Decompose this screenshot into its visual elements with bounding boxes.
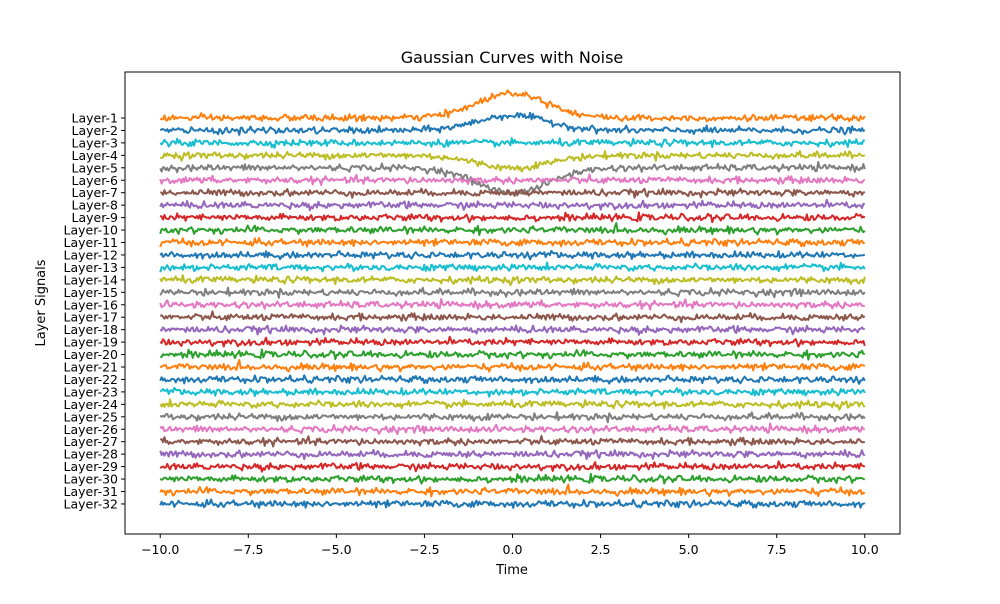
y-tick-label: Layer-3: [71, 135, 118, 150]
x-tick-label: 7.5: [767, 542, 787, 557]
series-line-layer-26: [159, 422, 865, 436]
y-tick-label: Layer-1: [71, 111, 118, 126]
x-axis-label: Time: [495, 563, 528, 578]
y-tick-label: Layer-24: [64, 397, 119, 412]
chart-title: Gaussian Curves with Noise: [401, 48, 624, 67]
series-line-layer-12: [159, 249, 866, 261]
series-line-layer-5: [159, 161, 866, 197]
y-tick-label: Layer-30: [64, 472, 119, 487]
series-line-layer-14: [159, 274, 866, 287]
y-tick-label: Layer-8: [71, 198, 118, 213]
y-tick-label: Layer-20: [64, 347, 119, 362]
x-tick-label: 10.0: [851, 542, 879, 557]
y-tick-label: Layer-15: [64, 285, 118, 300]
x-tick-label: −2.5: [409, 542, 439, 557]
series-line-layer-1: [159, 89, 866, 123]
series-line-layer-9: [159, 211, 866, 224]
y-tick-label: Layer-31: [64, 484, 118, 499]
y-tick-label: Layer-12: [64, 247, 118, 262]
y-tick-label: Layer-23: [64, 384, 118, 399]
y-tick-label: Layer-32: [64, 496, 118, 511]
series-line-layer-17: [159, 310, 866, 324]
series-line-layer-29: [159, 460, 866, 473]
series-line-layer-13: [159, 261, 866, 273]
y-tick-label: Layer-18: [64, 322, 119, 337]
y-tick-label: Layer-11: [64, 235, 118, 250]
y-tick-label: Layer-7: [71, 185, 118, 200]
y-tick-label: Layer-28: [64, 447, 119, 462]
y-tick-label: Layer-6: [71, 173, 118, 188]
y-tick-label: Layer-25: [64, 409, 118, 424]
y-tick-label: Layer-10: [64, 223, 119, 238]
x-tick-label: −7.5: [233, 542, 263, 557]
y-tick-label: Layer-29: [64, 459, 119, 474]
series-line-layer-19: [159, 335, 866, 348]
series-line-layer-24: [159, 398, 866, 411]
x-tick-label: −10.0: [141, 542, 179, 557]
y-tick-label: Layer-26: [64, 422, 119, 437]
y-tick-label: Layer-4: [71, 148, 118, 163]
series-line-layer-32: [159, 498, 866, 509]
series-line-layer-7: [160, 187, 866, 199]
y-tick-label: Layer-9: [71, 210, 118, 225]
series-line-layer-25: [159, 411, 866, 424]
series-line-layer-23: [159, 386, 866, 398]
series-line-layer-18: [159, 324, 865, 336]
series-line-layer-28: [159, 448, 866, 461]
series-line-layer-27: [159, 434, 865, 448]
series-line-layer-16: [159, 297, 865, 311]
series-line-layer-10: [159, 222, 866, 236]
series-line-layer-22: [159, 374, 866, 385]
series-line-layer-11: [159, 237, 866, 248]
y-axis-label: Layer Signals: [34, 259, 49, 346]
y-tick-label: Layer-14: [64, 272, 119, 287]
series-group: [159, 89, 866, 509]
y-axis: Layer-1Layer-2Layer-3Layer-4Layer-5Layer…: [64, 111, 125, 511]
y-tick-label: Layer-19: [64, 335, 119, 350]
y-tick-label: Layer-17: [64, 310, 118, 325]
series-line-layer-15: [159, 286, 866, 299]
series-line-layer-2: [159, 111, 866, 136]
series-line-layer-30: [159, 472, 866, 485]
series-line-layer-3: [159, 137, 865, 149]
x-tick-label: 5.0: [679, 542, 699, 557]
series-line-layer-31: [159, 483, 866, 498]
x-axis: −10.0 −7.5 −5.0 −2.5 0.0 2.5 5.0 7.5 10.0: [141, 534, 879, 557]
y-tick-label: Layer-21: [64, 360, 118, 375]
series-line-layer-8: [159, 198, 866, 212]
y-tick-label: Layer-13: [64, 260, 118, 275]
x-tick-label: 2.5: [591, 542, 611, 557]
y-tick-label: Layer-16: [64, 297, 119, 312]
y-tick-label: Layer-27: [64, 434, 118, 449]
series-line-layer-20: [160, 348, 866, 361]
y-tick-label: Layer-22: [64, 372, 118, 387]
y-tick-label: Layer-5: [71, 160, 118, 175]
series-line-layer-21: [159, 359, 866, 373]
series-line-layer-4: [159, 149, 866, 173]
series-line-layer-6: [159, 173, 866, 187]
x-tick-label: 0.0: [503, 542, 523, 557]
y-tick-label: Layer-2: [71, 123, 118, 138]
x-tick-label: −5.0: [321, 542, 351, 557]
